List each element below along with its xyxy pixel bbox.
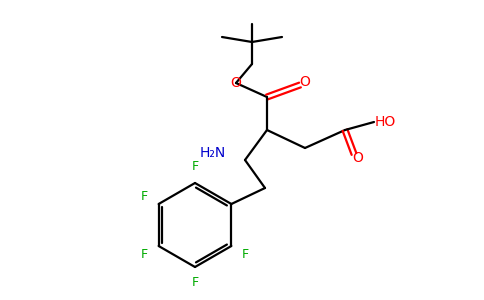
Text: HO: HO (375, 115, 395, 129)
Text: O: O (230, 76, 242, 90)
Text: O: O (300, 75, 310, 89)
Text: F: F (192, 277, 198, 290)
Text: F: F (192, 160, 198, 173)
Text: F: F (141, 248, 148, 260)
Text: F: F (141, 190, 148, 202)
Text: O: O (352, 151, 363, 165)
Text: H₂N: H₂N (200, 146, 226, 160)
Text: F: F (242, 248, 249, 260)
